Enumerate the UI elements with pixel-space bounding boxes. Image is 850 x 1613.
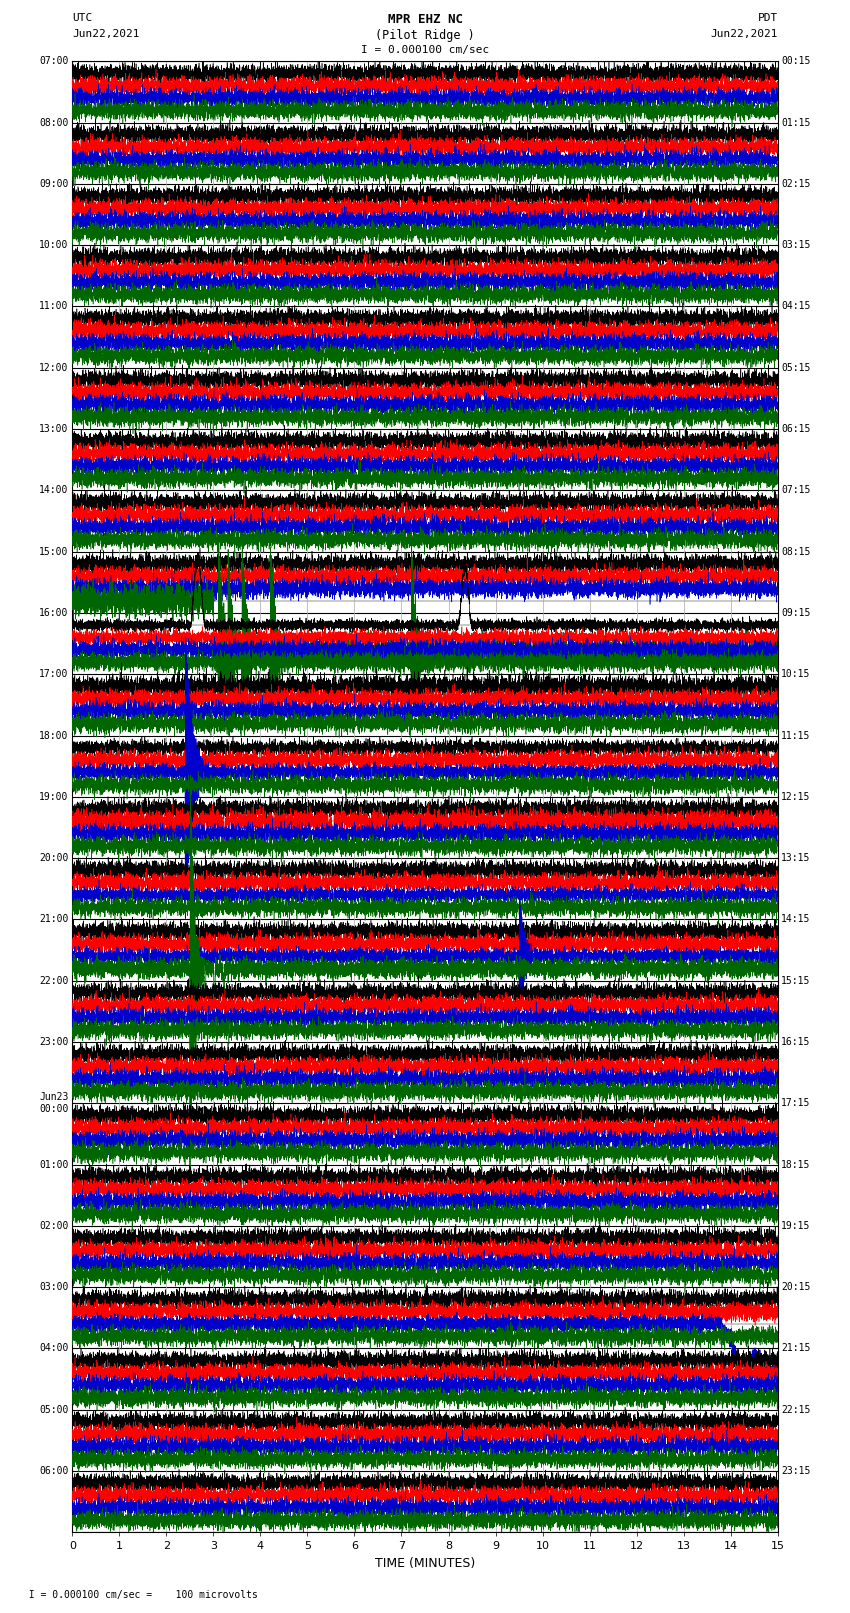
Text: 11:15: 11:15: [781, 731, 811, 740]
Text: 20:00: 20:00: [39, 853, 69, 863]
Text: 08:15: 08:15: [781, 547, 811, 556]
Text: 05:00: 05:00: [39, 1405, 69, 1415]
Text: 23:00: 23:00: [39, 1037, 69, 1047]
Text: 12:00: 12:00: [39, 363, 69, 373]
Text: 01:00: 01:00: [39, 1160, 69, 1169]
Text: 03:00: 03:00: [39, 1282, 69, 1292]
Text: 17:00: 17:00: [39, 669, 69, 679]
Text: 03:15: 03:15: [781, 240, 811, 250]
Text: 21:15: 21:15: [781, 1344, 811, 1353]
Text: 22:15: 22:15: [781, 1405, 811, 1415]
Text: 02:00: 02:00: [39, 1221, 69, 1231]
Text: 15:00: 15:00: [39, 547, 69, 556]
Text: 23:15: 23:15: [781, 1466, 811, 1476]
Text: 19:15: 19:15: [781, 1221, 811, 1231]
Text: 19:00: 19:00: [39, 792, 69, 802]
Text: 13:00: 13:00: [39, 424, 69, 434]
Text: 02:15: 02:15: [781, 179, 811, 189]
Text: 09:00: 09:00: [39, 179, 69, 189]
Text: 20:15: 20:15: [781, 1282, 811, 1292]
Text: 08:00: 08:00: [39, 118, 69, 127]
Text: 13:15: 13:15: [781, 853, 811, 863]
Text: 07:15: 07:15: [781, 486, 811, 495]
Text: 22:00: 22:00: [39, 976, 69, 986]
Text: Jun22,2021: Jun22,2021: [711, 29, 778, 39]
Text: 16:00: 16:00: [39, 608, 69, 618]
Text: 12:15: 12:15: [781, 792, 811, 802]
Text: 11:00: 11:00: [39, 302, 69, 311]
Text: 05:15: 05:15: [781, 363, 811, 373]
Text: 07:00: 07:00: [39, 56, 69, 66]
Text: I = 0.000100 cm/sec: I = 0.000100 cm/sec: [361, 45, 489, 55]
Text: 21:00: 21:00: [39, 915, 69, 924]
Text: 18:15: 18:15: [781, 1160, 811, 1169]
Text: 04:15: 04:15: [781, 302, 811, 311]
Text: 06:15: 06:15: [781, 424, 811, 434]
Text: 01:15: 01:15: [781, 118, 811, 127]
X-axis label: TIME (MINUTES): TIME (MINUTES): [375, 1557, 475, 1569]
Text: Jun23
00:00: Jun23 00:00: [39, 1092, 69, 1115]
Text: (Pilot Ridge ): (Pilot Ridge ): [375, 29, 475, 42]
Text: Jun22,2021: Jun22,2021: [72, 29, 139, 39]
Text: 10:15: 10:15: [781, 669, 811, 679]
Text: UTC: UTC: [72, 13, 93, 23]
Text: 10:00: 10:00: [39, 240, 69, 250]
Text: 06:00: 06:00: [39, 1466, 69, 1476]
Text: 09:15: 09:15: [781, 608, 811, 618]
Text: PDT: PDT: [757, 13, 778, 23]
Text: 00:15: 00:15: [781, 56, 811, 66]
Text: 04:00: 04:00: [39, 1344, 69, 1353]
Text: 17:15: 17:15: [781, 1098, 811, 1108]
Text: 18:00: 18:00: [39, 731, 69, 740]
Text: 14:15: 14:15: [781, 915, 811, 924]
Text: I = 0.000100 cm/sec =    100 microvolts: I = 0.000100 cm/sec = 100 microvolts: [17, 1590, 258, 1600]
Text: MPR EHZ NC: MPR EHZ NC: [388, 13, 462, 26]
Text: 16:15: 16:15: [781, 1037, 811, 1047]
Text: 14:00: 14:00: [39, 486, 69, 495]
Text: 15:15: 15:15: [781, 976, 811, 986]
